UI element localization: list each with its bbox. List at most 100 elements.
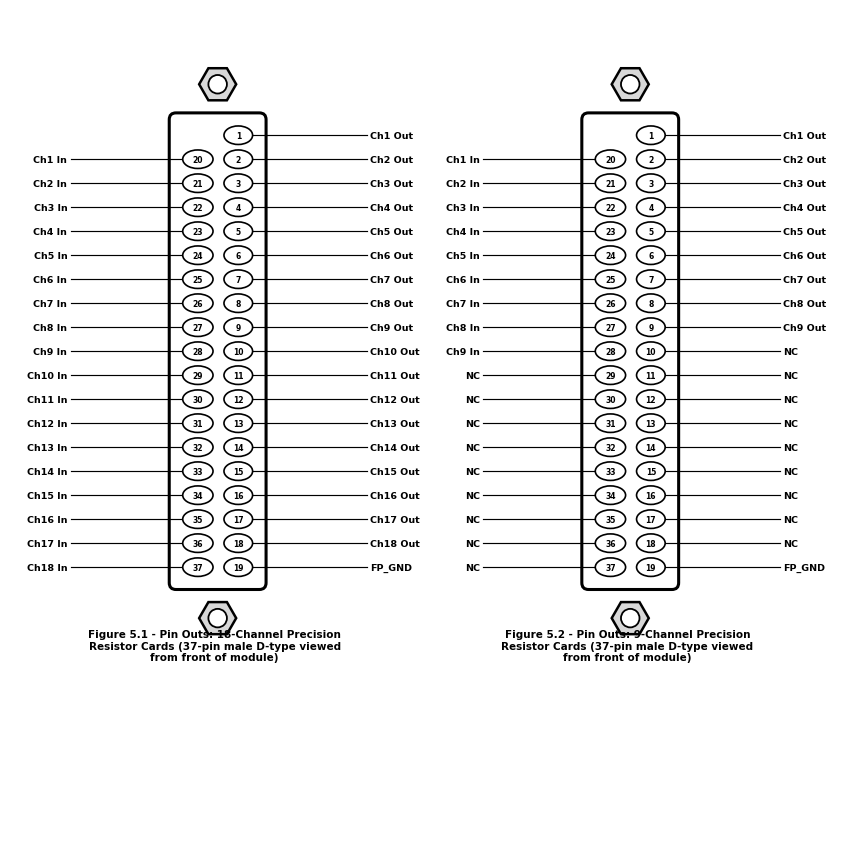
Text: 35: 35 bbox=[193, 515, 203, 524]
Ellipse shape bbox=[637, 414, 665, 433]
Text: Ch14 In: Ch14 In bbox=[27, 467, 67, 476]
Text: 23: 23 bbox=[605, 227, 616, 236]
Text: Ch6 Out: Ch6 Out bbox=[370, 252, 413, 261]
Ellipse shape bbox=[183, 198, 213, 217]
Text: 30: 30 bbox=[193, 395, 203, 404]
Text: 28: 28 bbox=[193, 347, 203, 356]
Text: Ch11 Out: Ch11 Out bbox=[370, 371, 420, 381]
Text: 4: 4 bbox=[648, 203, 653, 213]
Text: 30: 30 bbox=[605, 395, 616, 404]
Text: 20: 20 bbox=[193, 155, 203, 165]
Ellipse shape bbox=[595, 366, 626, 385]
Text: Ch4 In: Ch4 In bbox=[34, 227, 67, 236]
Ellipse shape bbox=[183, 223, 213, 241]
Text: NC: NC bbox=[783, 371, 798, 381]
Ellipse shape bbox=[183, 246, 213, 265]
Ellipse shape bbox=[637, 151, 665, 170]
Text: Ch1 In: Ch1 In bbox=[446, 155, 480, 165]
Text: Ch3 Out: Ch3 Out bbox=[370, 180, 413, 188]
Ellipse shape bbox=[595, 391, 626, 409]
Polygon shape bbox=[200, 603, 237, 635]
Text: 24: 24 bbox=[193, 252, 203, 261]
Text: Ch2 Out: Ch2 Out bbox=[783, 155, 826, 165]
Ellipse shape bbox=[183, 366, 213, 385]
Text: Ch16 In: Ch16 In bbox=[27, 515, 67, 524]
Circle shape bbox=[621, 609, 640, 628]
Ellipse shape bbox=[637, 127, 665, 145]
Text: 34: 34 bbox=[193, 491, 203, 500]
Text: 2: 2 bbox=[648, 155, 653, 165]
Text: 6: 6 bbox=[648, 252, 653, 261]
Text: Ch7 Out: Ch7 Out bbox=[370, 275, 413, 284]
Ellipse shape bbox=[224, 438, 253, 457]
Ellipse shape bbox=[224, 151, 253, 170]
Ellipse shape bbox=[637, 223, 665, 241]
Ellipse shape bbox=[595, 318, 626, 337]
Text: Ch5 Out: Ch5 Out bbox=[783, 227, 826, 236]
Text: NC: NC bbox=[783, 395, 798, 404]
Text: NC: NC bbox=[783, 443, 798, 452]
Ellipse shape bbox=[183, 438, 213, 457]
Ellipse shape bbox=[183, 343, 213, 361]
Ellipse shape bbox=[637, 366, 665, 385]
Text: Ch3 Out: Ch3 Out bbox=[783, 180, 826, 188]
Text: NC: NC bbox=[783, 539, 798, 548]
Text: 29: 29 bbox=[605, 371, 616, 381]
Ellipse shape bbox=[595, 534, 626, 553]
Text: Ch5 Out: Ch5 Out bbox=[370, 227, 413, 236]
Ellipse shape bbox=[637, 246, 665, 265]
Text: Ch13 Out: Ch13 Out bbox=[370, 419, 420, 428]
Ellipse shape bbox=[224, 343, 253, 361]
Text: Ch9 In: Ch9 In bbox=[34, 347, 67, 356]
Text: 19: 19 bbox=[646, 563, 656, 572]
Ellipse shape bbox=[595, 343, 626, 361]
Text: 16: 16 bbox=[233, 491, 243, 500]
Text: 8: 8 bbox=[236, 300, 241, 308]
Ellipse shape bbox=[595, 438, 626, 457]
Text: 15: 15 bbox=[646, 467, 656, 476]
Ellipse shape bbox=[183, 295, 213, 313]
Text: NC: NC bbox=[465, 443, 480, 452]
Text: 20: 20 bbox=[605, 155, 616, 165]
Text: 11: 11 bbox=[646, 371, 656, 381]
Text: Ch18 Out: Ch18 Out bbox=[370, 539, 420, 548]
Text: 36: 36 bbox=[193, 539, 203, 548]
Ellipse shape bbox=[183, 486, 213, 505]
Text: 8: 8 bbox=[648, 300, 653, 308]
Text: Ch4 Out: Ch4 Out bbox=[370, 203, 413, 213]
Text: 10: 10 bbox=[233, 347, 243, 356]
Text: 25: 25 bbox=[193, 275, 203, 284]
Text: NC: NC bbox=[783, 515, 798, 524]
Text: 32: 32 bbox=[193, 443, 203, 452]
Text: NC: NC bbox=[465, 419, 480, 428]
Ellipse shape bbox=[224, 486, 253, 505]
Text: NC: NC bbox=[465, 371, 480, 381]
Text: NC: NC bbox=[465, 467, 480, 476]
Ellipse shape bbox=[183, 534, 213, 553]
Text: NC: NC bbox=[465, 515, 480, 524]
Text: 23: 23 bbox=[193, 227, 203, 236]
Text: Ch5 In: Ch5 In bbox=[446, 252, 480, 261]
Text: Ch9 Out: Ch9 Out bbox=[370, 323, 413, 333]
Polygon shape bbox=[200, 69, 237, 101]
Text: 3: 3 bbox=[236, 180, 241, 188]
Text: Ch6 Out: Ch6 Out bbox=[783, 252, 826, 261]
Text: 5: 5 bbox=[648, 227, 653, 236]
Text: 13: 13 bbox=[233, 419, 243, 428]
Text: Ch3 In: Ch3 In bbox=[34, 203, 67, 213]
Ellipse shape bbox=[224, 534, 253, 553]
Ellipse shape bbox=[183, 558, 213, 576]
Text: Ch4 In: Ch4 In bbox=[446, 227, 480, 236]
Text: 29: 29 bbox=[193, 371, 203, 381]
Text: 28: 28 bbox=[605, 347, 616, 356]
Ellipse shape bbox=[637, 318, 665, 337]
Ellipse shape bbox=[183, 318, 213, 337]
Ellipse shape bbox=[595, 246, 626, 265]
Ellipse shape bbox=[224, 463, 253, 481]
Text: 6: 6 bbox=[236, 252, 241, 261]
Text: 9: 9 bbox=[648, 323, 653, 333]
Text: Ch14 Out: Ch14 Out bbox=[370, 443, 420, 452]
Text: 1: 1 bbox=[236, 132, 241, 141]
Text: Ch7 In: Ch7 In bbox=[446, 300, 480, 308]
Text: 1: 1 bbox=[648, 132, 653, 141]
